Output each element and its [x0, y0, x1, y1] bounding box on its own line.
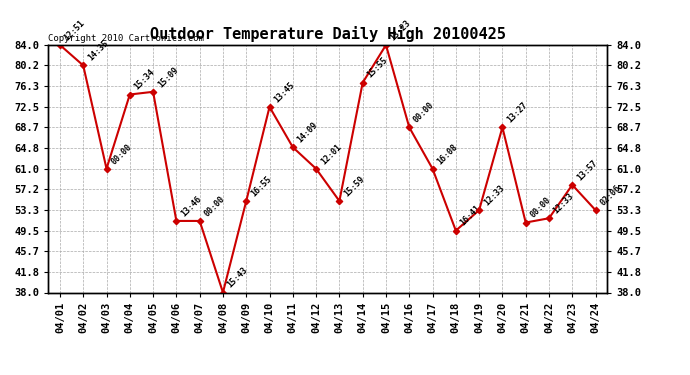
Text: 16:41: 16:41 — [459, 204, 482, 228]
Text: 15:59: 15:59 — [342, 174, 366, 198]
Point — [264, 104, 275, 110]
Point — [194, 218, 205, 224]
Text: 15:34: 15:34 — [132, 68, 157, 92]
Point — [287, 144, 298, 150]
Text: 12:33: 12:33 — [552, 191, 575, 216]
Point — [241, 198, 252, 204]
Text: 13:57: 13:57 — [575, 158, 599, 182]
Text: 15:09: 15:09 — [156, 65, 180, 89]
Text: 12:33: 12:33 — [482, 183, 506, 207]
Point — [334, 198, 345, 204]
Point — [544, 215, 555, 221]
Text: 00:00: 00:00 — [529, 196, 553, 220]
Text: 13:45: 13:45 — [273, 80, 296, 104]
Point — [78, 63, 89, 69]
Point — [101, 166, 112, 172]
Text: 00:00: 00:00 — [109, 142, 133, 166]
Point — [473, 207, 484, 213]
Text: 14:09: 14:09 — [295, 120, 319, 144]
Text: 16:55: 16:55 — [249, 174, 273, 198]
Point — [520, 219, 531, 225]
Point — [380, 42, 391, 48]
Point — [590, 207, 601, 213]
Text: 16:08: 16:08 — [435, 142, 460, 166]
Point — [148, 89, 159, 95]
Point — [55, 42, 66, 48]
Point — [427, 166, 438, 172]
Text: 12:01: 12:01 — [319, 142, 343, 166]
Text: 15:43: 15:43 — [226, 266, 250, 290]
Point — [451, 228, 462, 234]
Text: 13:27: 13:27 — [505, 100, 529, 124]
Point — [357, 80, 368, 86]
Text: 13:23: 13:23 — [388, 18, 413, 42]
Text: 15:55: 15:55 — [366, 56, 389, 80]
Text: 02:06: 02:06 — [598, 183, 622, 207]
Point — [566, 182, 578, 188]
Text: Copyright 2010 Cartronics.com: Copyright 2010 Cartronics.com — [48, 33, 204, 42]
Text: 14:35: 14:35 — [86, 39, 110, 63]
Text: 13:46: 13:46 — [179, 194, 203, 218]
Text: 12:51: 12:51 — [63, 18, 87, 42]
Text: 00:00: 00:00 — [412, 100, 436, 124]
Point — [217, 290, 228, 296]
Point — [171, 218, 182, 224]
Point — [404, 124, 415, 130]
Text: 00:00: 00:00 — [202, 194, 226, 218]
Point — [497, 124, 508, 130]
Point — [310, 166, 322, 172]
Title: Outdoor Temperature Daily High 20100425: Outdoor Temperature Daily High 20100425 — [150, 27, 506, 42]
Point — [124, 92, 135, 98]
